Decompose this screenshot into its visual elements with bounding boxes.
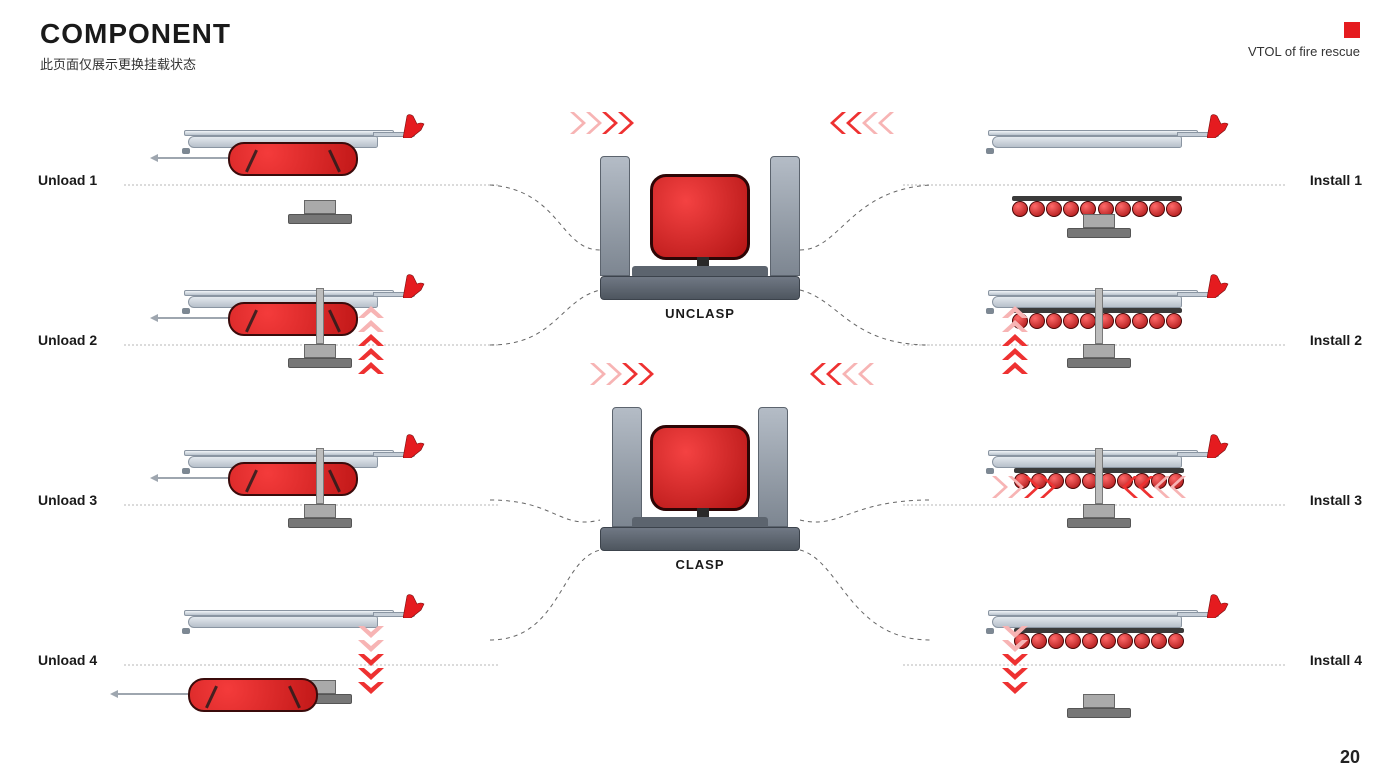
payload-bombs xyxy=(1014,628,1184,654)
aircraft-icon xyxy=(962,108,1232,158)
clamp-base xyxy=(600,276,800,300)
payload-raft xyxy=(228,462,358,496)
lift-pole xyxy=(1095,448,1103,504)
tailfin-icon xyxy=(1207,114,1229,138)
clasp-unit: CLASP xyxy=(560,371,840,572)
step-label: Unload 1 xyxy=(38,172,97,188)
ground-platform xyxy=(288,200,352,224)
lift-pole xyxy=(1095,288,1103,344)
chevron-stack-icon xyxy=(1002,306,1028,374)
center-caption: UNCLASP xyxy=(560,306,840,321)
chevron-row-icon xyxy=(992,476,1056,498)
step-label: Install 4 xyxy=(1310,652,1362,668)
probe-icon xyxy=(156,477,228,479)
clamp-pillar xyxy=(612,407,642,527)
payload-tank xyxy=(650,174,750,260)
dotted-rule xyxy=(902,184,1287,186)
probe-icon xyxy=(156,157,228,159)
step-label: Unload 2 xyxy=(38,332,97,348)
accent-square xyxy=(1344,22,1360,38)
chevron-stack-icon xyxy=(358,306,384,374)
clamp-base xyxy=(600,527,800,551)
aircraft-icon xyxy=(158,108,428,158)
tailfin-icon xyxy=(403,274,425,298)
install-column: Install 1 Install 2 Install 3 xyxy=(902,88,1362,728)
ground-platform xyxy=(1067,344,1131,368)
payload-tank xyxy=(650,425,750,511)
step-label: Install 3 xyxy=(1310,492,1362,508)
tailfin-icon xyxy=(1207,274,1229,298)
page-subtitle: 此页面仅展示更换挂载状态 xyxy=(40,54,196,73)
clamp-pillar xyxy=(758,407,788,527)
page-title: COMPONENT xyxy=(40,18,231,50)
unload-step: Unload 3 xyxy=(38,408,498,568)
payload-raft xyxy=(228,142,358,176)
ground-platform xyxy=(288,344,352,368)
clamp-pillar xyxy=(600,156,630,276)
step-label: Install 2 xyxy=(1310,332,1362,348)
page-number: 20 xyxy=(1340,747,1360,768)
clamp-pillar xyxy=(770,156,800,276)
ground-platform xyxy=(1067,504,1131,528)
dotted-rule xyxy=(123,664,498,666)
lift-pole xyxy=(316,448,324,504)
payload-raft xyxy=(188,678,318,712)
page: COMPONENT 此页面仅展示更换挂载状态 VTOL of fire resc… xyxy=(0,0,1400,782)
tailfin-icon xyxy=(1207,434,1229,458)
install-step: Install 2 xyxy=(902,248,1362,408)
tailfin-icon xyxy=(403,594,425,618)
probe-icon xyxy=(156,317,228,319)
unload-column: Unload 1 Unload 2 Unload 3 xyxy=(38,88,498,728)
chevron-row-icon xyxy=(1122,476,1186,498)
install-step: Install 1 xyxy=(902,88,1362,248)
step-label: Unload 3 xyxy=(38,492,97,508)
unload-step: Unload 2 xyxy=(38,248,498,408)
chevron-stack-icon xyxy=(358,626,384,694)
center-column: UNCLASP CLASP xyxy=(560,120,840,622)
dotted-rule xyxy=(902,664,1287,666)
install-step: Install 3 xyxy=(902,408,1362,568)
aircraft-icon xyxy=(158,268,428,318)
ground-platform xyxy=(288,504,352,528)
aircraft-icon xyxy=(158,588,428,638)
ground-platform xyxy=(1067,214,1131,238)
tailfin-icon xyxy=(403,114,425,138)
tailfin-icon xyxy=(1207,594,1229,618)
tailfin-icon xyxy=(403,434,425,458)
lift-pole xyxy=(316,288,324,344)
unclasp-unit: UNCLASP xyxy=(560,120,840,321)
top-right-label: VTOL of fire rescue xyxy=(1248,44,1360,59)
center-caption: CLASP xyxy=(560,557,840,572)
dotted-rule xyxy=(123,184,498,186)
unload-step: Unload 4 xyxy=(38,568,498,728)
ground-platform xyxy=(1067,694,1131,718)
payload-raft xyxy=(228,302,358,336)
step-label: Install 1 xyxy=(1310,172,1362,188)
chevron-row-icon xyxy=(830,112,894,134)
chevron-stack-icon xyxy=(1002,626,1028,694)
aircraft-icon xyxy=(158,428,428,478)
unload-step: Unload 1 xyxy=(38,88,498,248)
step-label: Unload 4 xyxy=(38,652,97,668)
install-step: Install 4 xyxy=(902,568,1362,728)
